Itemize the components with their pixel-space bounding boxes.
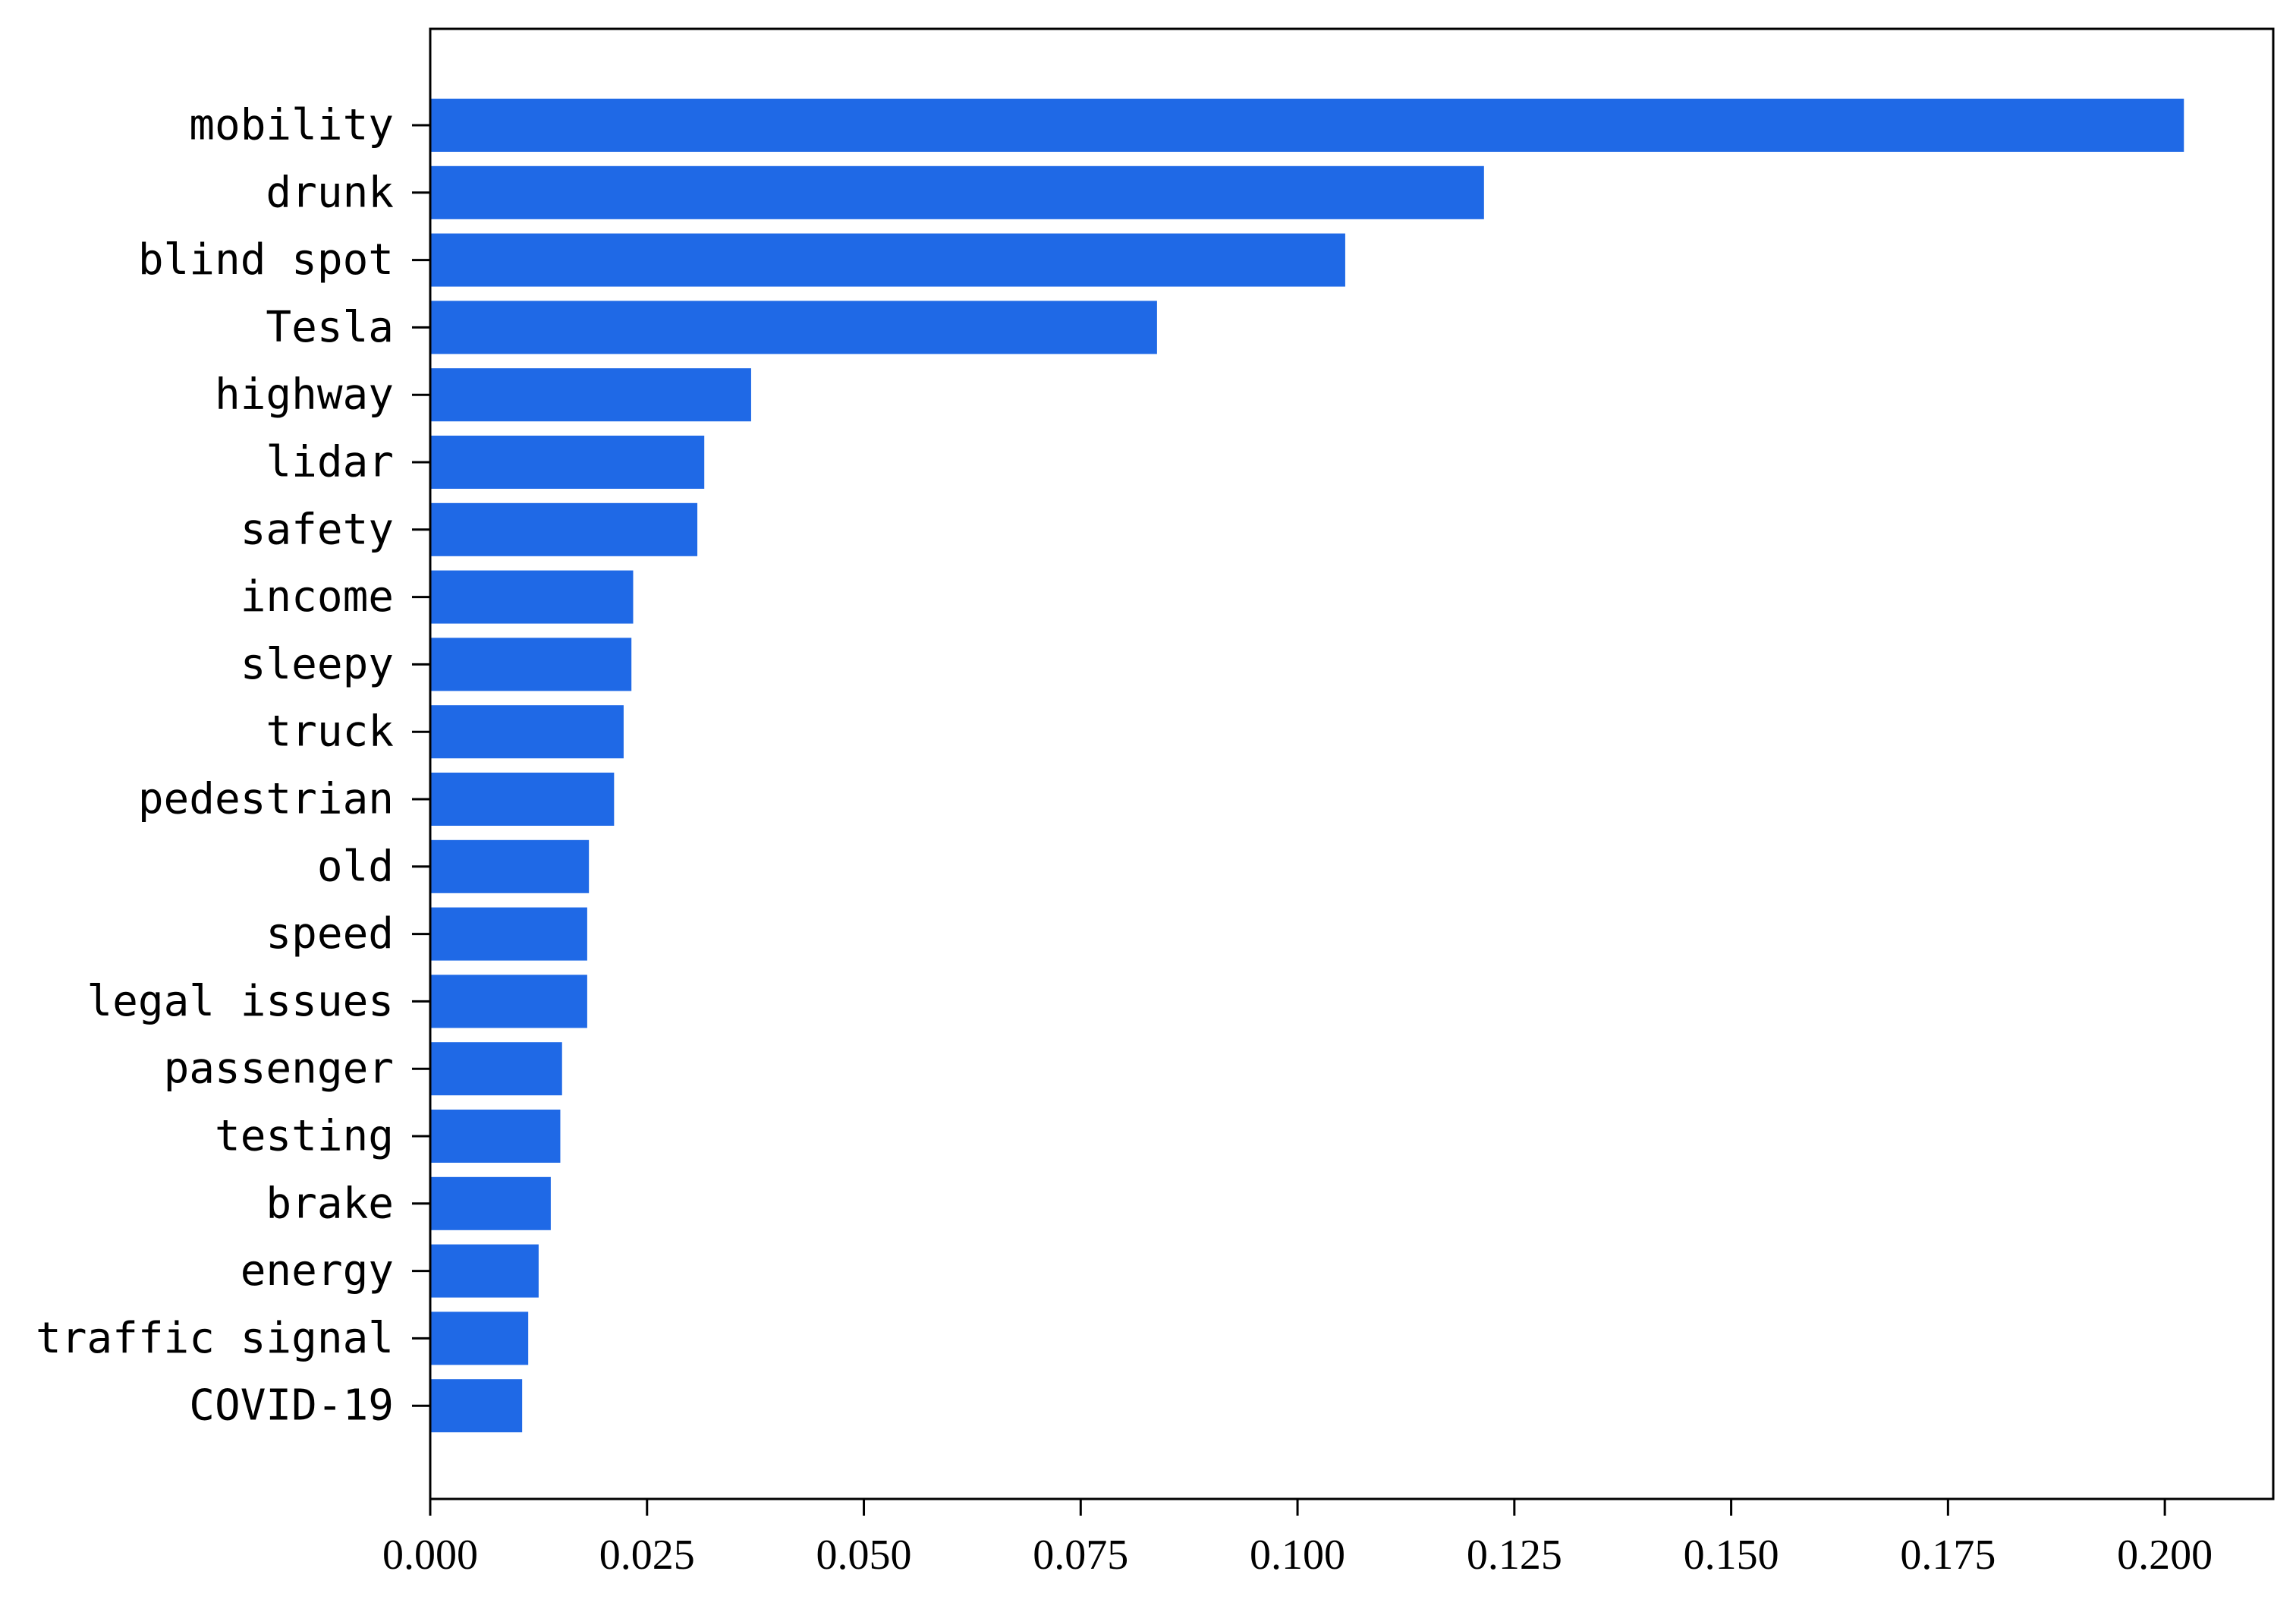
- bar-highway: [430, 368, 751, 422]
- bar-income: [430, 570, 634, 624]
- bar-tesla: [430, 301, 1157, 354]
- bar-legal-issues: [430, 975, 587, 1028]
- bar-covid-19: [430, 1379, 523, 1433]
- bar-mobility: [430, 99, 2184, 152]
- ytick-label-pedestrian: pedestrian: [138, 775, 394, 824]
- xtick-label: 0.000: [382, 1532, 478, 1579]
- ytick-label-blind-spot: blind spot: [138, 235, 394, 285]
- ytick-label-sleepy: sleepy: [241, 640, 394, 689]
- bar-energy: [430, 1244, 539, 1298]
- bar-lidar: [430, 436, 705, 489]
- xtick-label: 0.025: [599, 1532, 695, 1579]
- xtick-label: 0.100: [1250, 1532, 1345, 1579]
- xtick-label: 0.175: [1900, 1532, 1996, 1579]
- bar-drunk: [430, 165, 1484, 219]
- ytick-label-old: old: [317, 842, 394, 891]
- bar-sleepy: [430, 638, 632, 691]
- xtick-label: 0.125: [1467, 1532, 1562, 1579]
- bar-safety: [430, 502, 698, 556]
- bar-truck: [430, 705, 624, 759]
- ytick-label-highway: highway: [215, 370, 394, 420]
- bars-group: [430, 99, 2184, 1433]
- ytick-label-covid-19: COVID-19: [189, 1381, 394, 1431]
- value-axis: 0.000 0.025 0.050 0.075 0.100 0.125 0.150 0.175…: [382, 1499, 2213, 1579]
- plot-frame: [429, 27, 2275, 1500]
- bar-traffic-signal: [430, 1311, 529, 1365]
- ytick-label-energy: energy: [241, 1246, 394, 1296]
- bar-brake: [430, 1176, 551, 1230]
- bar-pedestrian: [430, 773, 615, 826]
- ytick-label-lidar: lidar: [266, 438, 394, 487]
- ytick-label-safety: safety: [241, 505, 394, 554]
- xtick-label: 0.050: [816, 1532, 912, 1579]
- bar-testing: [430, 1110, 561, 1163]
- ytick-label-tesla: Tesla: [266, 303, 394, 352]
- ytick-label-drunk: drunk: [266, 168, 394, 217]
- ytick-label-testing: testing: [215, 1112, 394, 1161]
- ytick-label-legal-issues: legal issues: [86, 977, 394, 1026]
- bar-passenger: [430, 1042, 562, 1096]
- ytick-label-mobility: mobility: [189, 101, 394, 150]
- xtick-label: 0.075: [1033, 1532, 1128, 1579]
- ytick-label-traffic-signal: traffic signal: [36, 1314, 394, 1363]
- bar-blind-spot: [430, 233, 1345, 287]
- xtick-label: 0.150: [1684, 1532, 1779, 1579]
- xtick-label: 0.200: [2117, 1532, 2213, 1579]
- ytick-label-speed: speed: [266, 909, 394, 959]
- category-axis: mobility drunk blind spot Tesla highway lidar…: [36, 101, 430, 1431]
- ytick-label-passenger: passenger: [164, 1044, 394, 1094]
- ytick-label-truck: truck: [266, 707, 394, 757]
- ytick-label-brake: brake: [266, 1179, 394, 1228]
- bar-old: [430, 839, 590, 893]
- ytick-label-income: income: [241, 572, 394, 622]
- bar-speed: [430, 907, 587, 961]
